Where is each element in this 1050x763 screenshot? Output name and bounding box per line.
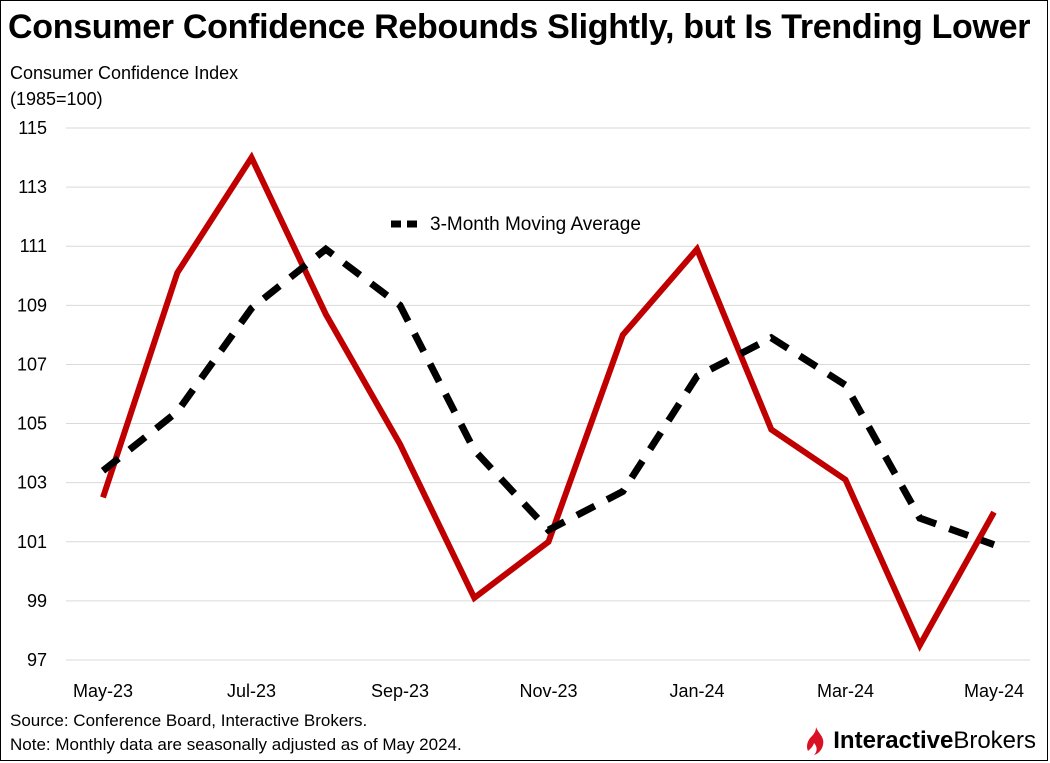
legend-label: 3-Month Moving Average	[430, 214, 641, 235]
y-axis-label: Consumer Confidence Index (1985=100)	[10, 60, 238, 112]
x-tick-label: May-24	[964, 681, 1024, 701]
y-tick-label: 103	[17, 473, 47, 493]
series-line-consumer-confidence	[100, 151, 997, 652]
chart-title: Consumer Confidence Rebounds Slightly, b…	[8, 8, 1031, 46]
series-line-moving-average	[100, 244, 996, 548]
source-note: Source: Conference Board, Interactive Br…	[10, 711, 368, 730]
y-tick-label: 115	[18, 118, 47, 138]
x-tick-label: Sep-23	[371, 681, 429, 701]
y-tick-label: 107	[17, 354, 47, 374]
logo-text-regular: Brokers	[953, 727, 1036, 754]
data-note: Note: Monthly data are seasonally adjust…	[10, 735, 462, 754]
y-tick-label: 113	[18, 177, 47, 197]
x-tick-label: Mar-24	[817, 681, 874, 701]
y-tick-label: 109	[17, 295, 47, 315]
y-tick-label: 105	[17, 414, 47, 434]
interactive-brokers-logo: InteractiveBrokers	[805, 727, 1036, 755]
x-tick-label: Jul-23	[227, 681, 276, 701]
logo-text: InteractiveBrokers	[833, 727, 1036, 755]
interactive-brokers-flame-icon	[807, 727, 824, 755]
x-tick-label: May-23	[73, 681, 133, 701]
y-tick-label: 111	[20, 236, 47, 256]
y-tick-label: 101	[17, 532, 47, 552]
x-tick-label: Jan-24	[669, 681, 724, 701]
y-axis-label-line-2: (1985=100)	[10, 89, 103, 109]
y-axis-label-line-1: Consumer Confidence Index	[10, 63, 239, 83]
y-tick-label: 99	[27, 591, 47, 611]
logo-text-bold: Interactive	[833, 727, 954, 754]
y-tick-label: 97	[27, 650, 47, 670]
x-tick-label: Nov-23	[519, 681, 577, 701]
